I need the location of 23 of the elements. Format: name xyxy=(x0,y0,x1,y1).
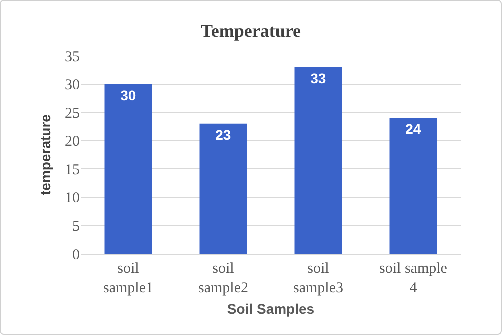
y-tick-label: 5 xyxy=(72,218,80,235)
x-tick-label: soil sample 4 xyxy=(380,261,448,296)
data-label: 24 xyxy=(406,121,422,138)
y-tick-label: 20 xyxy=(65,134,80,150)
chart-title: Temperature xyxy=(201,20,302,41)
y-tick-label: 15 xyxy=(65,162,80,178)
y-tick-label: 10 xyxy=(65,190,80,207)
y-tick-label: 0 xyxy=(72,247,80,264)
bar xyxy=(200,124,248,254)
x-tick-label: soil sample3 xyxy=(294,261,344,296)
y-axis-title: temperature xyxy=(38,114,54,196)
y-tick-label: 25 xyxy=(65,106,80,122)
bar xyxy=(294,67,342,254)
x-tick-label: soil sample1 xyxy=(104,261,154,296)
y-tick-label: 35 xyxy=(65,49,80,66)
bar xyxy=(104,84,152,254)
x-axis-title: Soil Samples xyxy=(227,300,315,317)
bar xyxy=(390,118,438,254)
y-tick-label: 30 xyxy=(65,78,80,94)
data-label: 30 xyxy=(120,87,136,104)
data-label: 23 xyxy=(216,126,232,143)
data-label: 33 xyxy=(310,70,326,86)
x-tick-label: soil sample2 xyxy=(198,261,248,296)
